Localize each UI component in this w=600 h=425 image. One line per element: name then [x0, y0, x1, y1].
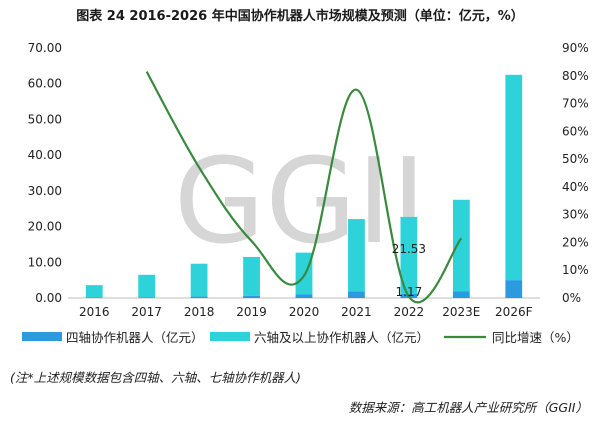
- legend: 四轴协作机器人（亿元） 六轴及以上协作机器人（亿元） 同比增速（%）: [22, 330, 579, 345]
- y-left-tick-label: 60.00: [28, 77, 62, 91]
- y-right-tick-label: 60%: [562, 124, 589, 138]
- bar-six-axis-2020: [295, 252, 313, 295]
- data-label-four-axis-2022: 1.17: [396, 285, 423, 299]
- x-tick-label: 2019: [236, 305, 267, 319]
- y-left-tick-label: 50.00: [28, 112, 62, 126]
- bar-six-axis-2023E: [452, 199, 470, 292]
- x-tick-label: 2022: [394, 305, 425, 319]
- y-right-tick-label: 10%: [562, 263, 589, 277]
- legend-label-six-axis: 六轴及以上协作机器人（亿元）: [254, 330, 429, 345]
- bar-four-axis-2017: [138, 297, 156, 298]
- y-right-tick-label: 80%: [562, 69, 589, 83]
- bar-six-axis-2019: [243, 256, 260, 296]
- y-right-tick-label: 20%: [562, 235, 589, 249]
- x-tick-label: 2018: [184, 305, 215, 319]
- y-left-tick-label: 10.00: [28, 255, 62, 269]
- bar-four-axis-2020: [295, 294, 313, 298]
- x-tick-label: 2016: [79, 305, 110, 319]
- bar-four-axis-2023E: [452, 291, 470, 298]
- legend-swatch-six-axis: [210, 332, 250, 341]
- legend-label-growth: 同比增速（%）: [492, 330, 579, 345]
- growth-rate-line: [145, 71, 463, 304]
- legend-swatch-four-axis: [22, 332, 62, 341]
- y-left-tick-label: 20.00: [28, 220, 62, 234]
- x-tick-label: 2026F: [495, 305, 533, 319]
- y-left-tick-label: 70.00: [28, 41, 62, 55]
- bar-four-axis-2021: [348, 291, 365, 298]
- bar-six-axis-2021: [348, 219, 365, 292]
- plot-area: 0.00 10.00 20.00 30.00 40.00 50.00 60.00 70.00 0…: [28, 41, 589, 319]
- y-left-tick-label: 30.00: [28, 184, 62, 198]
- y-left-tick-label: 40.00: [28, 148, 62, 162]
- y-right-tick-label: 90%: [562, 41, 589, 55]
- bar-six-axis-2016: [85, 285, 103, 298]
- y-right-tick-label: 50%: [562, 152, 589, 166]
- bar-six-axis-2017: [138, 274, 156, 298]
- bar-four-axis-2018: [190, 296, 208, 298]
- x-tick-label: 2021: [341, 305, 372, 319]
- chart-title: 图表 24 2016-2026 年中国协作机器人市场规模及预测（单位：亿元，%）: [76, 9, 524, 24]
- legend-label-four-axis: 四轴协作机器人（亿元）: [66, 330, 204, 345]
- x-tick-label: 2017: [131, 305, 162, 319]
- bar-six-axis-2022: [400, 216, 418, 294]
- bar-six-axis-2026F: [505, 74, 523, 281]
- y-right-tick-label: 40%: [562, 180, 589, 194]
- bar-four-axis-2019: [243, 295, 260, 298]
- y-right-tick-label: 0%: [562, 291, 581, 305]
- source-text: 数据来源：高工机器人产业研究所（GGII）: [348, 400, 588, 415]
- footnote: (注*上述规模数据包含四轴、六轴、七轴协作机器人): [10, 370, 302, 385]
- data-label-six-axis-2022: 21.53: [392, 242, 426, 256]
- x-tick-label: 2020: [289, 305, 320, 319]
- bar-four-axis-2026F: [505, 280, 523, 298]
- y-left-tick-label: 0.00: [35, 291, 62, 305]
- x-tick-label: 2023E: [442, 305, 480, 319]
- y-right-tick-label: 70%: [562, 97, 589, 111]
- watermark: GGII: [174, 132, 426, 270]
- bar-six-axis-2018: [190, 263, 208, 297]
- chart-canvas: GGII 0.00 10.00 20.00 30.00 40.00 50.00 60.00 7…: [22, 41, 589, 345]
- y-right-tick-label: 30%: [562, 208, 589, 222]
